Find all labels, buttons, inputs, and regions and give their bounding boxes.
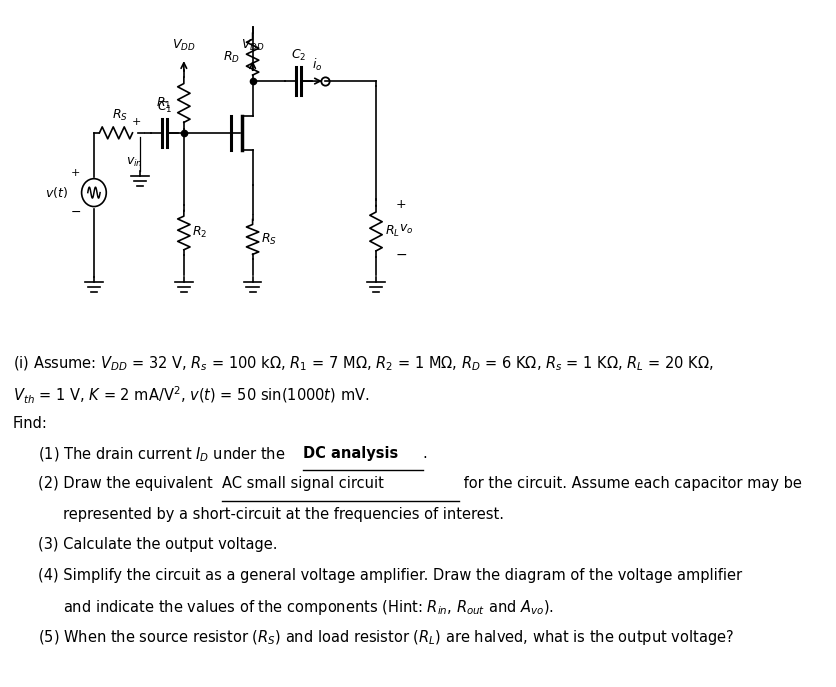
Text: $C_1$: $C_1$ [156, 100, 172, 115]
Text: $R_1$: $R_1$ [155, 95, 171, 111]
Text: $R_S$: $R_S$ [111, 108, 127, 123]
Text: +: + [395, 198, 405, 210]
Text: $C_2$: $C_2$ [290, 48, 306, 63]
Text: (5) When the source resistor ($R_S$) and load resistor ($R_L$) are halved, what : (5) When the source resistor ($R_S$) and… [38, 629, 733, 647]
Text: (3) Calculate the output voltage.: (3) Calculate the output voltage. [38, 537, 278, 552]
Text: $-$: $-$ [69, 205, 81, 218]
Text: represented by a short-circuit at the frequencies of interest.: represented by a short-circuit at the fr… [63, 507, 503, 522]
Text: $R_L$: $R_L$ [385, 224, 400, 239]
Text: AC small signal circuit: AC small signal circuit [222, 477, 383, 491]
Text: .: . [422, 446, 427, 461]
Text: (2) Draw the equivalent: (2) Draw the equivalent [38, 477, 217, 491]
Text: and indicate the values of the components (Hint: $R_{in}$, $R_{out}$ and $A_{vo}: and indicate the values of the component… [63, 598, 553, 617]
Text: Find:: Find: [13, 416, 48, 431]
Text: $R_2$: $R_2$ [191, 225, 206, 240]
Text: $V_{DD}$: $V_{DD}$ [241, 38, 264, 53]
Text: $-$: $-$ [395, 247, 407, 260]
Text: $v_o$: $v_o$ [399, 223, 413, 236]
Text: (4) Simplify the circuit as a general voltage amplifier. Draw the diagram of the: (4) Simplify the circuit as a general vo… [38, 567, 742, 583]
Text: $R_D$: $R_D$ [223, 49, 240, 65]
Text: +: + [132, 117, 141, 127]
Text: $V_{DD}$: $V_{DD}$ [172, 38, 196, 53]
Text: +: + [71, 168, 80, 178]
Text: DC analysis: DC analysis [303, 446, 398, 461]
Text: for the circuit. Assume each capacitor may be: for the circuit. Assume each capacitor m… [458, 477, 801, 491]
Text: (1) The drain current $I_D$ under the: (1) The drain current $I_D$ under the [38, 446, 286, 464]
Text: $v(t)$: $v(t)$ [45, 185, 69, 200]
Text: $i_o$: $i_o$ [312, 57, 322, 73]
Text: $V_{th}$ = 1 V, $K$ = 2 mA/V$^2$, $v(t)$ = 50 sin(1000$t$) mV.: $V_{th}$ = 1 V, $K$ = 2 mA/V$^2$, $v(t)$… [13, 385, 369, 407]
Text: $v_{in}$: $v_{in}$ [126, 156, 143, 169]
Text: $R_S$: $R_S$ [260, 232, 276, 247]
Text: (i) Assume: $V_{DD}$ = 32 V, $R_s$ = 100 k$\Omega$, $R_1$ = 7 M$\Omega$, $R_2$ =: (i) Assume: $V_{DD}$ = 32 V, $R_s$ = 100… [13, 355, 713, 373]
